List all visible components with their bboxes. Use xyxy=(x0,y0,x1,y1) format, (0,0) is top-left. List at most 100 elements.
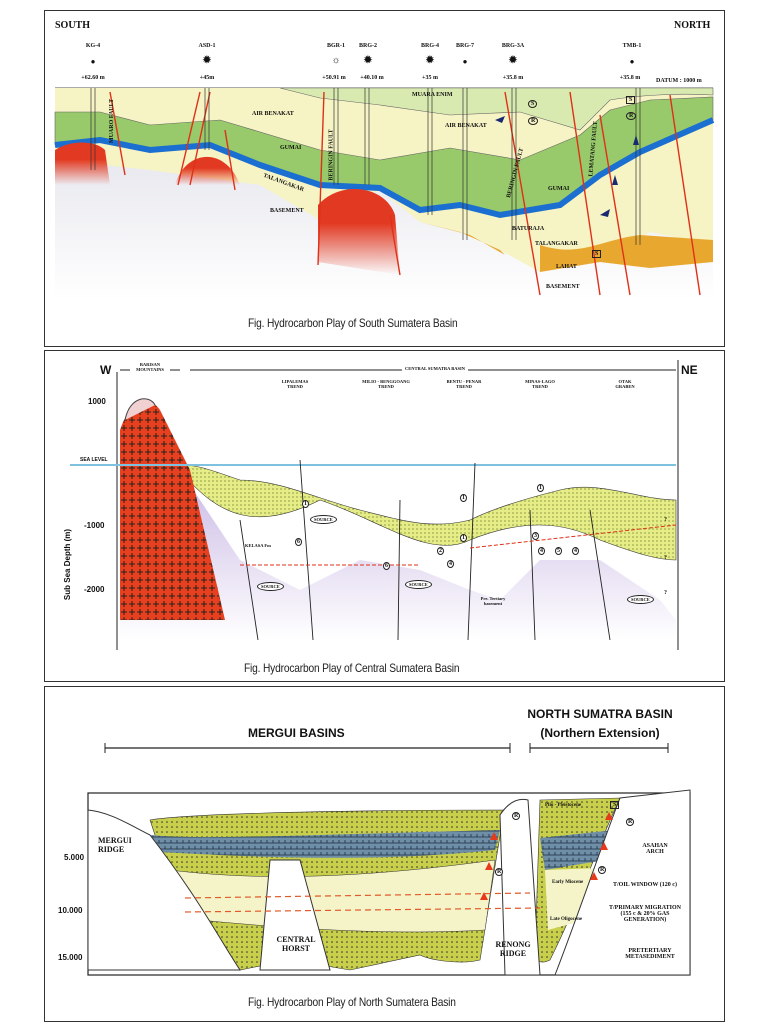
dry-hole-icon: ● xyxy=(462,57,468,66)
dry-hole-icon: ● xyxy=(629,57,635,66)
play-number: 1 xyxy=(460,534,467,542)
basement-label: Pre. Tertiary basement xyxy=(480,596,506,606)
well-elevation: +45m xyxy=(199,75,215,81)
depth-tick: 10.000 xyxy=(58,906,83,915)
play-number: 1 xyxy=(460,494,467,502)
asahan-arch-label: ASAHAN ARCH xyxy=(642,843,668,855)
play-number: 3 xyxy=(532,532,539,540)
direction-northeast: NE xyxy=(681,363,698,377)
reservoir-marker: R xyxy=(512,812,521,820)
direction-west: W xyxy=(100,363,112,377)
direction-north: NORTH xyxy=(674,20,711,31)
y-tick: -1000 xyxy=(84,521,105,530)
well-name: TMB-1 xyxy=(622,43,642,49)
well-name: BRG-2 xyxy=(359,43,377,49)
trend-label: LIPALEMAS TREND xyxy=(281,379,309,389)
formation-air-benakat: AIR BENAKAT xyxy=(445,123,487,129)
source-marker: S xyxy=(610,801,620,809)
source-label: SOURCE xyxy=(257,582,284,591)
formation-muara-enim: MUARA ENIM xyxy=(412,92,453,98)
figure-caption: Fig. Hydrocarbon Play of Central Sumater… xyxy=(244,661,460,675)
depth-tick: 15.000 xyxy=(58,953,83,962)
reservoir-marker: R xyxy=(626,112,637,120)
play-number: 5 xyxy=(555,547,562,555)
north-sumatera-section xyxy=(87,743,691,976)
oil-window-label: T/OIL WINDOW (120 c) xyxy=(613,882,677,888)
fault-label: BERINGIN FAULT xyxy=(328,129,335,181)
source-marker: S xyxy=(626,96,636,104)
well-name: BRG-3A xyxy=(501,43,525,49)
figure-caption: Fig. Hydrocarbon Play of South Sumatera … xyxy=(248,316,458,330)
well-name: BGR-1 xyxy=(327,43,345,49)
gas-well-icon: ✹ xyxy=(202,55,212,66)
central-sumatera-section xyxy=(70,360,679,650)
gas-show-icon: ☼ xyxy=(331,55,341,66)
primary-migration-label: T/PRIMARY MIGRATION (155 c & 20% GAS GEN… xyxy=(609,905,681,923)
formation-baturaja: BATURAJA xyxy=(512,226,545,232)
play-number: 2 xyxy=(437,547,444,555)
well-name: KG-4 xyxy=(85,43,101,49)
question-mark: ? xyxy=(664,555,667,561)
late-oligocene-label: Late Oligocene xyxy=(550,917,583,922)
well-name: BRG-7 xyxy=(456,43,474,49)
reservoir-marker: R xyxy=(528,117,539,125)
formation-lahat: LAHAT xyxy=(556,264,577,270)
south-sumatera-section xyxy=(54,87,715,300)
formation-talangakar: TALANGAKAR xyxy=(535,241,578,247)
formation-gumai: GUMAI xyxy=(548,186,570,192)
figure-caption: Fig. Hydrocarbon Play of North Sumatera … xyxy=(248,995,456,1009)
formation-basement: BASEMENT xyxy=(546,284,580,290)
formation-gumai: GUMAI xyxy=(280,145,302,151)
gas-well-icon: ✹ xyxy=(363,55,373,66)
renong-ridge-label: RENONG RIDGE xyxy=(495,940,531,958)
well-elevation: +62.60 m xyxy=(81,75,105,81)
trend-label: OTAK GRABEN xyxy=(615,379,635,389)
play-number: 6 xyxy=(383,562,390,570)
reservoir-marker: R xyxy=(495,868,504,876)
reservoir-marker: R xyxy=(626,818,635,826)
source-marker: S xyxy=(528,100,538,108)
source-label: SOURCE xyxy=(405,580,432,589)
play-number: 4 xyxy=(447,560,454,568)
gas-well-icon: ✹ xyxy=(425,55,435,66)
trend-label: BENTU - PENAR TREND xyxy=(446,379,482,389)
plio-pleistocene-label: Plio - Pleistocene xyxy=(545,803,582,808)
dry-hole-icon: ● xyxy=(90,57,96,66)
region-mergui: MERGUI BASINS xyxy=(248,726,345,740)
datum-label: DATUM : 1000 m xyxy=(656,78,702,84)
source-label: SOURCE xyxy=(310,515,337,524)
well-elevation: +50.91 m xyxy=(322,75,346,81)
pretertiary-label: PRETERTIARY METASEDIMENT xyxy=(625,948,675,960)
source-marker: S xyxy=(592,250,602,258)
play-number: 1 xyxy=(302,500,309,508)
trend-label: MINAS-LAGO TREND xyxy=(525,379,555,389)
fault-label: MUARO FAULT xyxy=(109,98,116,144)
well-elevation: +35.8 m xyxy=(502,75,524,81)
gas-well-icon: ✹ xyxy=(508,55,518,66)
mergui-ridge-label: MERGUI RIDGE xyxy=(98,836,132,854)
well-elevation: +35 m xyxy=(422,75,438,81)
kelasa-label: KELASA Fm xyxy=(245,543,271,548)
region-central: CENTRAL SUMATRA BASIN xyxy=(402,366,468,371)
well-name: BRG-4 xyxy=(421,43,439,49)
formation-air-benakat: AIR BENAKAT xyxy=(252,111,294,117)
region-barisan: BARISAN MOUNTAINS xyxy=(130,362,170,372)
y-tick: 1000 xyxy=(88,397,106,406)
play-number: 4 xyxy=(538,547,545,555)
play-number: 4 xyxy=(572,547,579,555)
region-north-sub: (Northern Extension) xyxy=(540,726,660,740)
direction-south: SOUTH xyxy=(55,20,91,31)
well-elevation: +40.10 m xyxy=(360,75,384,81)
early-miocene-label: Early Miocene xyxy=(552,880,584,885)
reservoir-marker: R xyxy=(598,866,607,874)
sea-level-label: SEA LEVEL xyxy=(80,457,108,463)
depth-tick: 5.000 xyxy=(64,853,85,862)
play-number: 1 xyxy=(537,484,544,492)
formation-basement: BASEMENT xyxy=(270,208,304,214)
well-name: ASD-1 xyxy=(198,43,216,49)
y-tick: -2000 xyxy=(84,585,105,594)
central-horst-label: CENTRAL HORST xyxy=(276,935,316,953)
well-elevation: +35.8 m xyxy=(619,75,641,81)
question-mark: ? xyxy=(664,517,667,523)
